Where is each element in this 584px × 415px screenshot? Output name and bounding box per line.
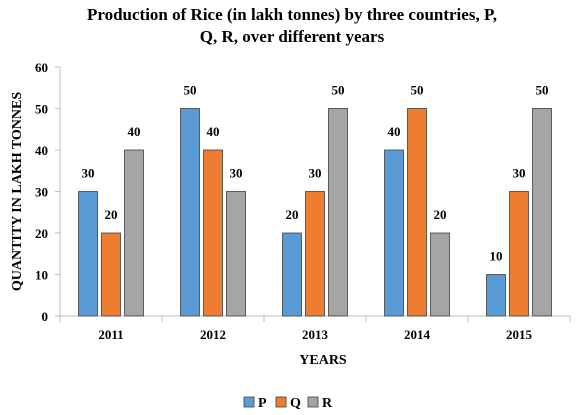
chart-title: Production of Rice (in lakh tonnes) by t… [0,4,584,48]
bar-p-2015 [486,274,506,317]
bar-r-2014 [430,232,450,317]
data-label-q-2013: 30 [309,166,322,181]
data-label-p-2015: 10 [490,249,503,264]
y-tick-label: 60 [35,60,48,75]
x-tick-label: 2014 [404,327,431,342]
bar-p-2012 [180,108,200,317]
chart-title-line-2: Q, R, over different years [199,27,385,46]
data-label-p-2014: 40 [388,124,401,139]
data-label-r-2015: 50 [536,83,549,98]
data-label-q-2012: 40 [207,124,220,139]
legend-label-q: Q [290,396,301,411]
bar-p-2014 [384,149,404,317]
x-tick-label: 2011 [98,327,123,342]
data-label-r-2012: 30 [230,166,243,181]
y-tick-label: 0 [42,309,49,324]
chart-title-line-1: Production of Rice (in lakh tonnes) by t… [86,5,498,24]
data-label-p-2012: 50 [184,83,197,98]
data-label-q-2011: 20 [105,207,118,222]
legend-swatch-p [243,396,255,408]
data-label-q-2015: 30 [513,166,526,181]
data-label-r-2013: 50 [332,83,345,98]
bar-q-2014 [407,108,427,317]
bar-r-2013 [328,108,348,317]
data-label-p-2013: 20 [286,207,299,222]
data-label-r-2014: 20 [434,207,447,222]
bar-q-2013 [305,191,325,317]
y-tick-label: 30 [35,185,48,200]
data-label-r-2011: 40 [128,124,141,139]
bar-p-2013 [282,232,302,317]
bar-r-2015 [532,108,552,317]
data-label-q-2014: 50 [411,83,424,98]
legend-swatch-q [275,396,287,408]
x-tick-label: 2013 [302,327,329,342]
y-tick-label: 20 [35,226,48,241]
y-axis-title: QUANTITY IN LAKH TONNES [10,92,25,292]
x-tick-label: 2015 [506,327,533,342]
bar-r-2011 [124,149,144,317]
bar-r-2012 [226,191,246,317]
x-axis-title: YEARS [299,353,347,368]
legend-swatch-r [307,396,319,408]
bar-p-2011 [78,191,98,317]
legend-label-p: P [258,396,267,411]
bar-q-2012 [203,149,223,317]
bar-q-2011 [101,232,121,317]
data-label-p-2011: 30 [82,166,95,181]
y-tick-label: 10 [35,268,48,283]
y-tick-label: 50 [35,102,48,117]
y-tick-label: 40 [35,143,48,158]
legend-label-r: R [322,396,333,411]
x-tick-label: 2012 [200,327,226,342]
bar-q-2015 [509,191,529,317]
